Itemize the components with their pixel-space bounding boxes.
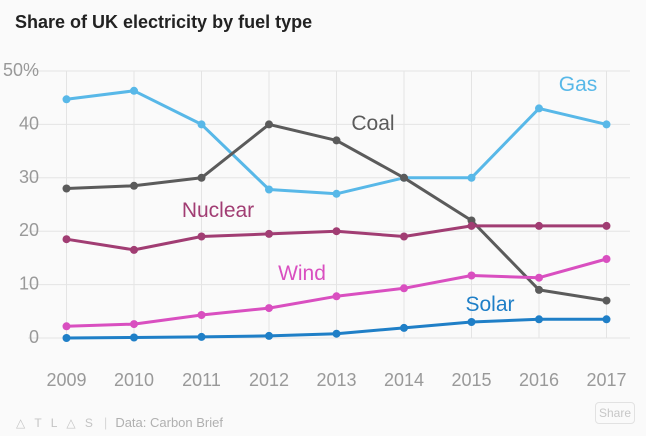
svg-text:Nuclear: Nuclear: [182, 199, 254, 222]
svg-text:2011: 2011: [182, 370, 221, 390]
svg-text:2016: 2016: [519, 370, 559, 390]
svg-text:2015: 2015: [451, 370, 491, 390]
svg-text:30: 30: [19, 167, 39, 187]
svg-text:10: 10: [19, 274, 39, 294]
svg-text:40: 40: [19, 113, 39, 133]
svg-text:0: 0: [29, 327, 39, 347]
svg-text:2012: 2012: [249, 370, 289, 390]
svg-text:Gas: Gas: [559, 73, 598, 96]
svg-text:Solar: Solar: [465, 293, 514, 316]
svg-text:Coal: Coal: [351, 112, 394, 135]
svg-text:2017: 2017: [586, 370, 626, 390]
svg-text:2010: 2010: [114, 370, 154, 390]
svg-text:Wind: Wind: [278, 262, 326, 285]
svg-text:20: 20: [19, 220, 39, 240]
svg-text:2013: 2013: [316, 370, 356, 390]
svg-text:2009: 2009: [46, 370, 86, 390]
svg-text:2014: 2014: [384, 370, 424, 390]
svg-text:50%: 50%: [3, 60, 39, 80]
